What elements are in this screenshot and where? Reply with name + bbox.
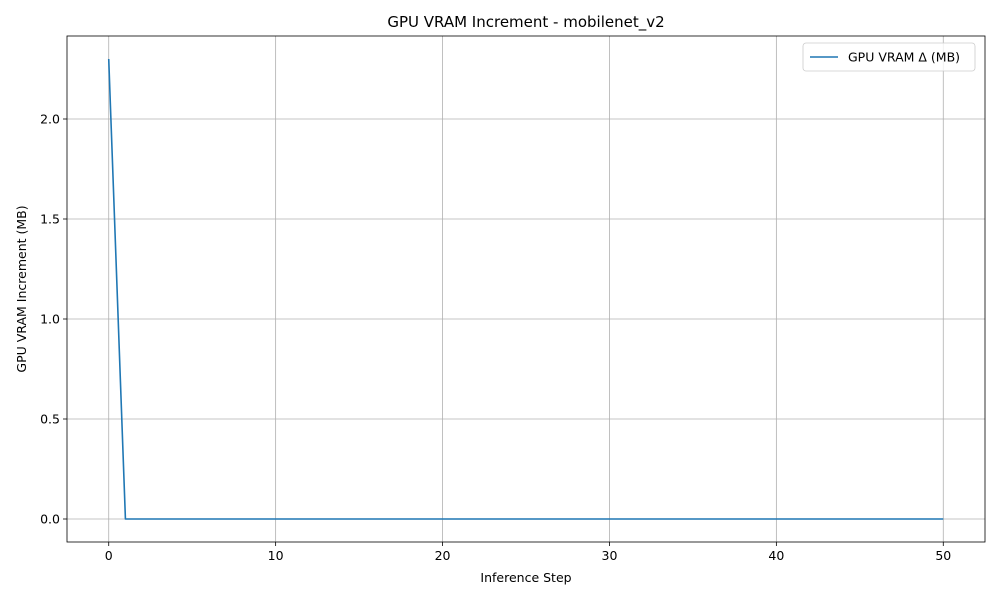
x-tick-label: 0 (105, 548, 113, 563)
grid (67, 36, 985, 542)
x-tick-label: 50 (935, 548, 951, 563)
y-tick-label: 0.0 (40, 512, 60, 527)
y-tick-label: 0.5 (40, 412, 60, 427)
y-axis-ticks: 0.0 0.5 1.0 1.5 2.0 (40, 112, 67, 527)
legend-label: GPU VRAM Δ (MB) (848, 50, 960, 65)
series-layer (107, 58, 944, 520)
legend: GPU VRAM Δ (MB) (802, 42, 976, 72)
series-line (107, 58, 944, 520)
y-axis-label: GPU VRAM Increment (MB) (14, 205, 29, 372)
y-tick-label: 2.0 (40, 112, 60, 127)
x-tick-label: 20 (435, 548, 451, 563)
x-tick-label: 30 (602, 548, 618, 563)
x-tick-label: 10 (268, 548, 284, 563)
legend-box (802, 42, 976, 72)
plot-frame (66, 35, 986, 543)
x-axis-ticks: 0 10 20 30 40 50 (105, 542, 951, 563)
x-tick-label: 40 (768, 548, 784, 563)
y-tick-label: 1.0 (40, 312, 60, 327)
chart-title: GPU VRAM Increment - mobilenet_v2 (387, 13, 664, 32)
y-tick-label: 1.5 (40, 212, 60, 227)
x-axis-label: Inference Step (480, 570, 571, 585)
